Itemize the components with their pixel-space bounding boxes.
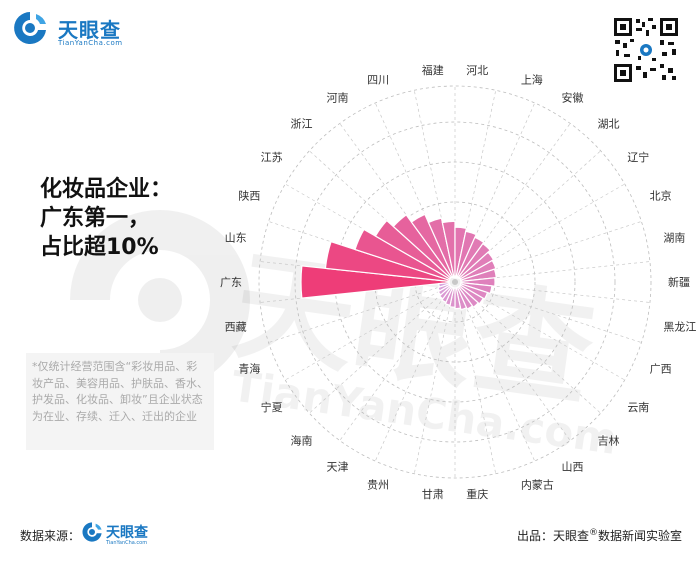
- category-label-广西: 广西: [650, 363, 672, 376]
- grid-spoke: [285, 281, 456, 381]
- chart-labels: 广东 山东 陕西 江苏 浙江 河南 四川 福建 河北上海安徽湖北辽宁北京湖南新疆黑龙江广西云南吉…: [220, 63, 696, 501]
- category-label-河南: 河南: [327, 92, 349, 105]
- category-label-江苏: 江苏: [261, 151, 283, 164]
- footer-brand-logo: 天眼查 TianYanCha.com: [80, 520, 170, 550]
- category-label-重庆: 重庆: [466, 487, 488, 501]
- bar-四川: [427, 217, 455, 278]
- category-label-湖南: 湖南: [663, 232, 685, 245]
- bar-云南: [458, 284, 485, 305]
- grid-spoke: [374, 281, 456, 462]
- category-label-辽宁: 辽宁: [627, 150, 649, 164]
- headline-line-1: 化妆品企业：: [40, 177, 173, 202]
- category-label-内蒙古: 内蒙古: [521, 478, 554, 492]
- bar-宁夏: [437, 284, 452, 296]
- category-label-黑龙江: 黑龙江: [663, 320, 696, 333]
- category-label-四川: 四川: [367, 73, 389, 86]
- chart-bars: [300, 213, 497, 311]
- category-label-北京: 北京: [650, 188, 672, 202]
- category-label-海南: 海南: [290, 433, 312, 447]
- category-label-浙江: 浙江: [290, 118, 312, 131]
- grid-spoke: [413, 281, 456, 474]
- grid-spoke: [454, 281, 571, 441]
- bar-内蒙古: [455, 286, 468, 311]
- headline-line-3: 占比超10%: [40, 235, 159, 260]
- bar-西藏: [438, 281, 451, 288]
- brand-url: TianYanCha.com: [58, 39, 123, 47]
- category-label-贵州: 贵州: [367, 479, 389, 492]
- eye-logo-icon: [82, 522, 102, 542]
- category-label-山东: 山东: [225, 232, 247, 245]
- grid-ring-4: [294, 121, 616, 443]
- category-label-安徽: 安徽: [562, 91, 584, 105]
- registered-mark: ®: [588, 528, 598, 538]
- headline: 化妆品企业： 广东第一， 占比超10%: [40, 175, 172, 262]
- footnote: *仅统计经营范围含“彩妆用品、彩妆产品、美容用品、护肤品、香水、护发品、化妆品、…: [26, 353, 214, 450]
- category-label-上海: 上海: [521, 72, 543, 86]
- category-label-陕西: 陕西: [238, 188, 260, 202]
- bar-湖北: [457, 242, 492, 279]
- bar-河南: [410, 213, 454, 278]
- grid-spoke: [309, 281, 456, 414]
- category-label-福建: 福建: [422, 63, 444, 77]
- bar-吉林: [457, 285, 480, 309]
- bar-辽宁: [458, 251, 495, 280]
- bar-陕西: [354, 228, 451, 281]
- grid-spoke: [339, 281, 456, 441]
- category-label-山西: 山西: [562, 460, 584, 473]
- data-source-label: 数据来源：: [20, 529, 81, 543]
- grid-spoke: [454, 281, 536, 462]
- eye-logo-icon: [14, 12, 46, 44]
- category-label-甘肃: 甘肃: [422, 488, 444, 501]
- bar-黑龙江: [459, 281, 493, 295]
- category-label-云南: 云南: [627, 401, 649, 414]
- bar-福建: [441, 220, 456, 277]
- grid-spoke: [268, 281, 456, 343]
- grid-spoke: [454, 281, 497, 474]
- credit-prefix: 出品：天眼查: [516, 529, 589, 543]
- category-label-湖北: 湖北: [598, 118, 620, 131]
- credit-suffix: 数据新闻实验室: [597, 529, 682, 543]
- brand-logo: 天眼查 TianYanCha.com: [10, 8, 140, 50]
- bar-新疆: [460, 277, 496, 287]
- footer-brand-name: 天眼查: [106, 525, 148, 541]
- bar-天津: [441, 286, 454, 304]
- grid-ring-2: [374, 201, 536, 363]
- category-label-西藏: 西藏: [225, 320, 247, 333]
- bar-山东: [324, 240, 451, 283]
- headline-line-2: 广东第一，: [40, 206, 151, 231]
- bar-江苏: [374, 219, 452, 280]
- category-label-河北: 河北: [466, 64, 488, 77]
- category-label-广东: 广东: [220, 276, 242, 289]
- bar-青海: [437, 283, 451, 292]
- category-label-青海: 青海: [238, 362, 260, 376]
- bar-广西: [459, 283, 489, 300]
- category-label-吉林: 吉林: [598, 433, 620, 447]
- bar-北京: [459, 259, 497, 281]
- bar-海南: [438, 285, 453, 300]
- bar-浙江: [392, 214, 453, 279]
- category-label-新疆: 新疆: [668, 275, 690, 289]
- bar-上海: [455, 230, 477, 278]
- category-label-宁夏: 宁夏: [261, 400, 283, 414]
- credit: 出品：天眼查®数据新闻实验室: [517, 527, 682, 544]
- brand-name: 天眼查: [58, 18, 121, 42]
- qr-code-icon: [612, 16, 680, 84]
- bar-重庆: [454, 287, 462, 310]
- footer-brand-url: TianYanCha.com: [106, 540, 148, 546]
- bar-贵州: [444, 286, 455, 306]
- bar-安徽: [456, 236, 485, 278]
- grid-ring-5: [258, 85, 652, 479]
- category-label-天津: 天津: [327, 460, 349, 473]
- bar-山西: [456, 286, 474, 310]
